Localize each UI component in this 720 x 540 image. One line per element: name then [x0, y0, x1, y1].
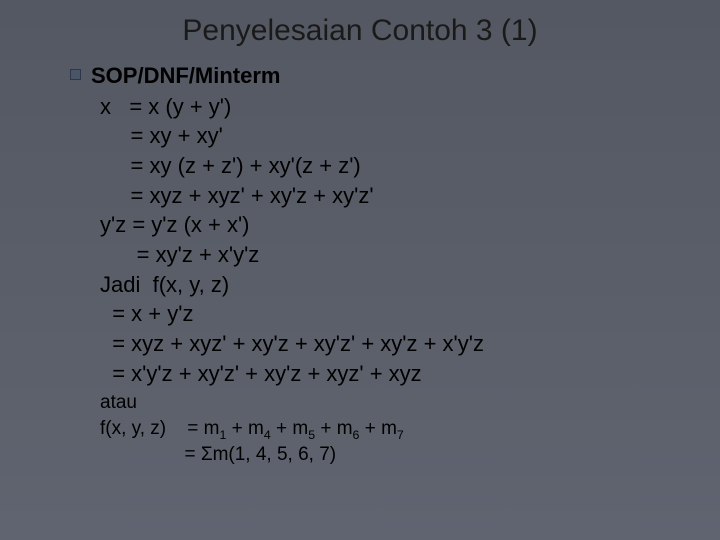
slide-content: SOP/DNF/Minterm x = x (y + y') = xy + xy… — [60, 62, 680, 467]
derivation-line: = xy (z + z') + xy'(z + z') — [100, 151, 680, 181]
bullet-square-icon — [70, 69, 81, 80]
derivation-block: x = x (y + y') = xy + xy' = xy (z + z') … — [70, 92, 680, 389]
bullet-row: SOP/DNF/Minterm — [70, 62, 680, 90]
atau-label: atau — [100, 390, 680, 416]
derivation-line: x = x (y + y') — [100, 92, 680, 122]
minterm-block: atau f(x, y, z) = m1 + m4 + m5 + m6 + m7… — [70, 390, 680, 467]
derivation-line: = xyz + xyz' + xy'z + xy'z' — [100, 181, 680, 211]
section-heading: SOP/DNF/Minterm — [91, 62, 280, 90]
slide-title: Penyelesaian Contoh 3 (1) — [40, 14, 680, 48]
derivation-line: Jadi f(x, y, z) — [100, 270, 680, 300]
derivation-line: = x + y'z — [100, 299, 680, 329]
derivation-line: = xyz + xyz' + xy'z + xy'z' + xy'z + x'y… — [100, 329, 680, 359]
derivation-line: = xy'z + x'y'z — [100, 240, 680, 270]
derivation-line: = xy + xy' — [100, 121, 680, 151]
derivation-line: = x'y'z + xy'z' + xy'z + xyz' + xyz — [100, 359, 680, 389]
minterm-line-1: f(x, y, z) = m1 + m4 + m5 + m6 + m7 — [100, 416, 680, 442]
minterm-line-2: = Σm(1, 4, 5, 6, 7) — [100, 442, 680, 468]
derivation-line: y'z = y'z (x + x') — [100, 210, 680, 240]
